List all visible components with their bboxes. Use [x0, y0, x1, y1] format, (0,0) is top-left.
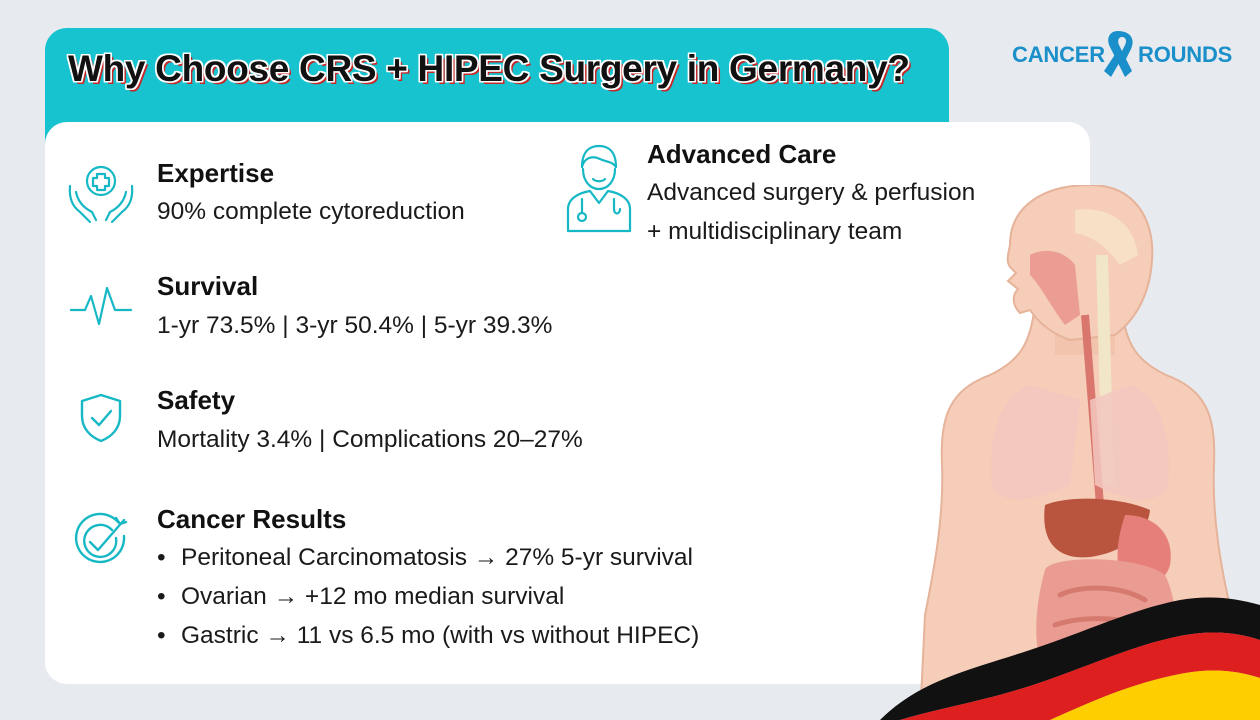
- advanced-care-line2: + multidisciplinary team: [647, 218, 903, 245]
- list-item: • Peritoneal Carcinomatosis → 27% 5-yr su…: [157, 544, 693, 571]
- list-item: • Ovarian → +12 mo median survival: [157, 583, 565, 610]
- survival-title: Survival: [157, 271, 259, 301]
- results-title: Cancer Results: [157, 504, 347, 534]
- awareness-ribbon-icon: [1104, 31, 1133, 77]
- doctor-icon: [566, 144, 632, 233]
- target-check-icon: [74, 512, 128, 564]
- expertise-text: 90% complete cytoreduction: [157, 198, 465, 225]
- shield-check-icon: [80, 393, 122, 443]
- list-item: • Gastric → 11 vs 6.5 mo (with vs without…: [157, 622, 700, 649]
- safety-text: Mortality 3.4% | Complications 20–27%: [157, 426, 583, 453]
- expertise-title: Expertise: [157, 158, 275, 188]
- brand-text-left: CANCER: [1012, 42, 1105, 67]
- heartbeat-icon: [69, 286, 133, 326]
- brand-logo: CANCER ROUNDS: [1012, 30, 1242, 80]
- page-title: Why Choose CRS + HIPEC Surgery in German…: [68, 48, 910, 89]
- survival-text: 1-yr 73.5% | 3-yr 50.4% | 5-yr 39.3%: [157, 312, 553, 339]
- advanced-care-title: Advanced Care: [647, 139, 837, 169]
- hands-medical-icon: [68, 165, 134, 224]
- results-list: • Peritoneal Carcinomatosis → 27% 5-yr su…: [157, 538, 699, 655]
- germany-flag-illustration: [880, 597, 1260, 720]
- advanced-care-line1: Advanced surgery & perfusion: [647, 179, 976, 206]
- brand-text-right: ROUNDS: [1138, 42, 1233, 67]
- safety-title: Safety: [157, 385, 236, 415]
